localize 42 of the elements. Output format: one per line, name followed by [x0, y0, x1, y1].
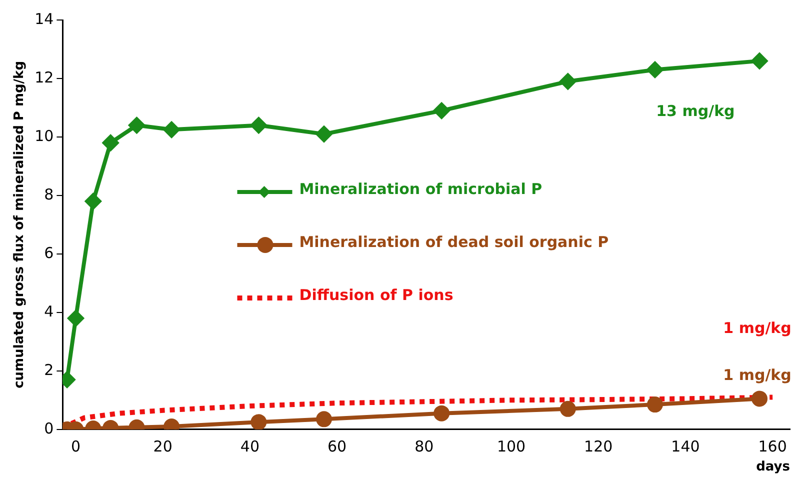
- x-tick-label: 20: [153, 437, 172, 456]
- point: [102, 134, 119, 151]
- y-tick-label: 8: [44, 185, 54, 204]
- legend-label: Mineralization of dead soil organic P: [299, 232, 609, 251]
- point: [316, 411, 332, 428]
- point: [434, 405, 450, 422]
- x-tick-label: 160: [758, 437, 787, 456]
- y-tick-label: 4: [44, 302, 54, 320]
- point: [752, 390, 768, 407]
- y-tick-label: 10: [34, 126, 54, 145]
- point: [128, 117, 145, 134]
- y-tick-label: 14: [34, 10, 54, 28]
- point: [646, 62, 663, 78]
- legend-label: Mineralization of microbial P: [299, 180, 542, 198]
- y-tick-label: 12: [34, 68, 54, 86]
- point: [560, 400, 576, 417]
- point: [434, 102, 450, 119]
- legend-label: Diffusion of P ions: [299, 286, 454, 304]
- y-tick-label: 2: [44, 360, 54, 379]
- point: [68, 310, 84, 326]
- x-tick-label: 100: [496, 437, 526, 456]
- y-tick-label: 0: [44, 419, 54, 438]
- point: [250, 117, 267, 134]
- point: [560, 73, 576, 90]
- y-tick-label: 6: [44, 244, 54, 262]
- point: [316, 126, 332, 142]
- point: [85, 193, 102, 210]
- x-axis-title: days: [756, 460, 790, 475]
- x-tick-label: 60: [328, 437, 347, 456]
- x-tick-label: 80: [414, 437, 434, 456]
- point: [646, 396, 663, 413]
- point: [250, 414, 267, 430]
- point: [752, 52, 768, 69]
- x-tick-label: 140: [671, 437, 700, 456]
- x-tick-label: 40: [240, 437, 260, 456]
- x-tick-label: 120: [584, 437, 613, 456]
- x-tick-label: 0: [70, 437, 81, 456]
- y-axis-title: cumulated gross flux of mineralized P mg/kg: [12, 60, 28, 388]
- annotation: 13 mg/kg: [656, 102, 735, 120]
- annotation: 1 mg/kg: [723, 318, 792, 337]
- point: [164, 122, 180, 138]
- annotation: 1 mg/kg: [723, 366, 792, 384]
